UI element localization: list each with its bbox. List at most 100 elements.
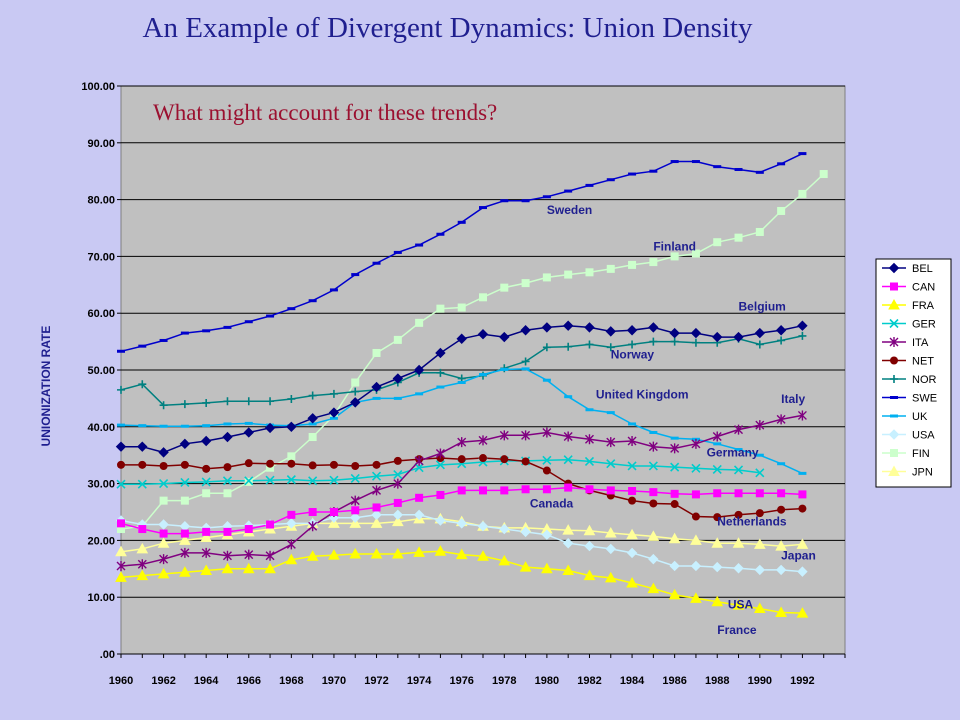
data-point [457,303,466,312]
data-point [435,448,445,459]
data-point [329,475,339,485]
data-point [117,349,125,353]
data-point [499,430,509,441]
data-point [223,489,232,498]
data-point [479,454,487,463]
data-point [264,562,276,574]
legend-swatch-marker [889,318,899,329]
series-markers-ger [116,455,765,489]
data-point [691,463,701,473]
x-tick-label: 1964 [194,675,219,687]
data-point [691,249,700,258]
data-point [691,438,701,449]
data-point [562,524,575,535]
data-point [242,562,255,574]
data-point [306,550,319,561]
data-point [649,488,658,497]
data-point [457,380,466,384]
data-point [137,559,147,570]
data-point [755,453,764,457]
data-point [542,195,551,199]
data-point [542,378,551,382]
data-point [393,335,402,344]
data-point [604,571,617,583]
series-markers-swe [117,152,807,353]
legend-label: FIN [912,448,930,460]
x-tick-label: 1978 [492,675,516,687]
data-point [776,414,786,425]
data-point [713,513,722,522]
x-tick-label: 1968 [279,675,303,687]
data-point [606,264,615,273]
data-point [308,433,317,442]
y-tick-label: 100.00 [81,81,115,93]
data-point [372,348,381,357]
x-tick-label: 1982 [577,675,601,687]
data-point [521,430,531,441]
data-point [605,326,616,337]
data-point [755,227,764,236]
data-point [372,485,382,496]
data-point [372,460,381,469]
series-markers [115,152,828,618]
data-point [670,462,680,472]
data-point [498,554,511,566]
data-point [542,343,551,352]
y-axis: 100.00 90.00 80.00 70.00 60.00 50.00 40.00 30.0… [81,81,121,661]
y-tick-label: 60.00 [87,308,115,320]
y-tick-label: 50.00 [87,365,115,377]
legend-swatch-marker [890,396,898,399]
legend-label: USA [912,430,935,442]
data-point [563,431,573,442]
data-point [414,463,424,473]
data-point [159,461,168,470]
data-point [500,486,509,495]
legend-label: ITA [912,337,929,349]
data-point [436,490,445,499]
data-point [370,548,383,559]
data-point [755,509,764,518]
data-point [668,588,681,600]
data-point [890,356,898,365]
data-point [138,344,147,348]
data-point [584,434,594,445]
data-point [628,172,637,176]
data-point [500,283,509,292]
y-axis-label: UNIONIZATION RATE [39,326,53,447]
data-point [669,327,680,339]
data-point [888,429,900,440]
data-point [393,478,403,489]
data-point [202,464,211,473]
data-point [691,490,700,499]
legend-box [875,258,952,488]
data-point [649,430,658,434]
data-point [775,540,787,551]
data-point [583,524,596,536]
data-point [266,459,275,468]
data-point [350,397,361,408]
data-point [159,529,168,538]
data-point [391,548,404,559]
data-point [222,431,233,443]
legend-label: BEL [912,263,933,275]
data-point [435,515,446,526]
data-point [308,299,317,303]
x-tick-label: 1988 [705,675,729,687]
data-point [117,423,125,427]
data-point [351,506,360,515]
data-point [392,373,404,384]
data-point [436,368,445,377]
data-point [202,424,211,428]
data-point [266,397,275,406]
data-point [732,599,745,610]
data-point [733,465,744,475]
data-point [712,561,723,573]
data-point [244,397,253,406]
annotation-label: Italy [781,392,805,406]
legend-label: NOR [912,374,937,386]
data-point [391,515,404,527]
data-point [287,452,296,461]
data-point [668,532,681,544]
data-point [138,380,147,389]
legend-label: FRA [912,300,935,312]
